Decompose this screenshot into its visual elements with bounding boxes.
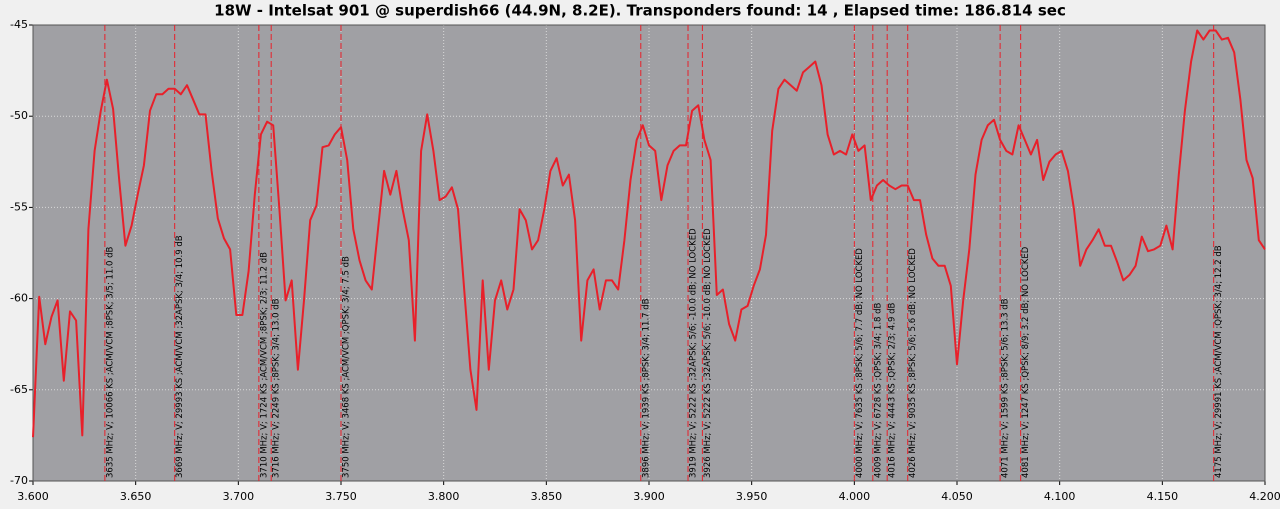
chart-title: 18W - Intelsat 901 @ superdish66 (44.9N,… [214, 2, 1066, 20]
x-tick-label: 4.100 [1044, 490, 1076, 503]
spectrum-line [32, 29, 1266, 438]
y-tick-label: -60 [10, 292, 28, 305]
y-tick-label: -55 [10, 200, 28, 213]
x-tick-label: 3.650 [120, 490, 152, 503]
transponder-label: 3896 MHz; V; 1939 KS ;8PSK; 3/4; 11.7 dB [641, 298, 651, 478]
y-tick-label: -45 [10, 18, 28, 31]
x-tick-label: 3.700 [223, 490, 255, 503]
transponder-label: 3750 MHz; V; 3468 KS ;ACM/VCM ;QPSK; 3/4… [342, 256, 352, 478]
y-tick-label: -65 [10, 383, 28, 396]
x-tick-label: 3.850 [531, 490, 563, 503]
transponder-label: 4071 MHz; V; 1599 KS ;8PSK; 5/6; 13.3 dB [1001, 298, 1011, 478]
x-tick-label: 3.900 [633, 490, 665, 503]
x-tick-label: 3.950 [736, 490, 768, 503]
plot-border [32, 24, 1266, 482]
x-tick-label: 4.050 [941, 490, 973, 503]
transponder-label: 4081 MHz; V; 1247 KS ;QPSK; 8/9; 3.2 dB;… [1021, 246, 1031, 478]
x-tick-label: 4.150 [1147, 490, 1179, 503]
x-tick-label: 3.800 [428, 490, 460, 503]
transponder-label: 3669 MHz; V; 29993 KS ;ACM/VCM ;32APSK; … [175, 235, 185, 478]
transponder-label: 3716 MHz; V; 2249 KS ;8PSK; 3/4; 13.0 dB [272, 298, 282, 478]
y-tick-label: -50 [10, 109, 28, 122]
transponder-label: 3710 MHz; V; 1724 KS ;ACM/VCM ;8PSK; 2/3… [259, 252, 269, 478]
x-tick-label: 3.750 [325, 490, 357, 503]
transponder-label: 4026 MHz; V; 9035 KS ;8PSK; 5/6; 5.6 dB;… [908, 248, 918, 478]
x-tick-label: 3.600 [17, 490, 49, 503]
transponder-label: 4009 MHz; V; 6728 KS ;QPSK; 3/4; 1.8 dB [873, 302, 883, 478]
x-tick-label: 4.000 [839, 490, 871, 503]
transponder-label: 4000 MHz; V; 7635 KS ;8PSK; 5/6; 7.7 dB;… [855, 248, 865, 478]
y-tick-label: -70 [10, 474, 28, 487]
transponder-label: 3919 MHz; V; 5222 KS ;32APSK; 5/6; -10.0… [689, 228, 699, 478]
transponder-label: 3926 MHz; V; 5222 KS ;32APSK; 5/6; -10.0… [703, 228, 713, 478]
transponder-label: 4175 MHz; V; 29991 KS ;ACM/VCM ;QPSK; 3/… [1214, 245, 1224, 478]
transponder-label: 4016 MHz; V; 4443 KS ;QPSK; 2/3; 4.9 dB [888, 302, 898, 478]
x-tick-label: 4.200 [1249, 490, 1280, 503]
transponder-label: 3635 MHz; V; 10066 KS ;ACM/VCM ;8PSK; 3/… [105, 246, 115, 478]
